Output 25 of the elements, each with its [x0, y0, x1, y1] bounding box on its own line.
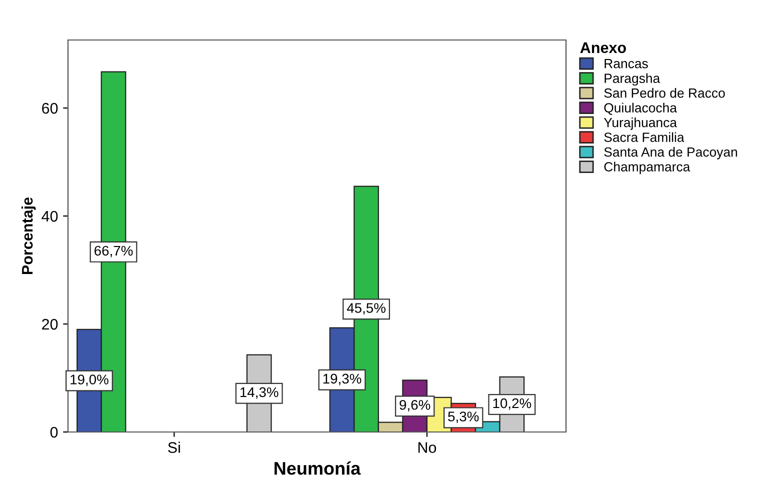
y-tick-label: 40 [42, 210, 58, 222]
data-label: 19,0% [70, 374, 108, 386]
y-tick-label: 0 [50, 426, 58, 438]
legend-label: Santa Ana de Pacoyan [604, 147, 738, 160]
legend-label: Paragsha [604, 73, 660, 86]
legend-label: Rancas [604, 59, 648, 68]
data-label: 10,2% [493, 398, 532, 410]
data-label: 45,5% [346, 303, 386, 315]
y-tick-label: 20 [42, 318, 58, 330]
y-tick-label: 60 [42, 102, 58, 114]
x-tick-label: No [418, 442, 436, 453]
legend-label: Quiulacocha [604, 102, 677, 115]
data-label: 5,3% [448, 412, 479, 424]
data-label: 14,3% [240, 387, 278, 399]
x-tick-label: Si [168, 442, 180, 453]
legend-label: San Pedro de Racco [604, 88, 725, 98]
legend-title: Anexo [580, 42, 626, 54]
data-label: 66,7% [94, 246, 133, 258]
x-axis-title: Neumonía [274, 461, 361, 475]
y-axis-title: Porcentaje [21, 197, 36, 274]
legend-label: Sacra Familia [604, 132, 684, 142]
legend-label: Yurajhuanca [604, 118, 677, 130]
data-label: 9,6% [400, 400, 430, 412]
data-label: 19,3% [323, 374, 362, 386]
legend-label: Champamarca [604, 162, 690, 174]
